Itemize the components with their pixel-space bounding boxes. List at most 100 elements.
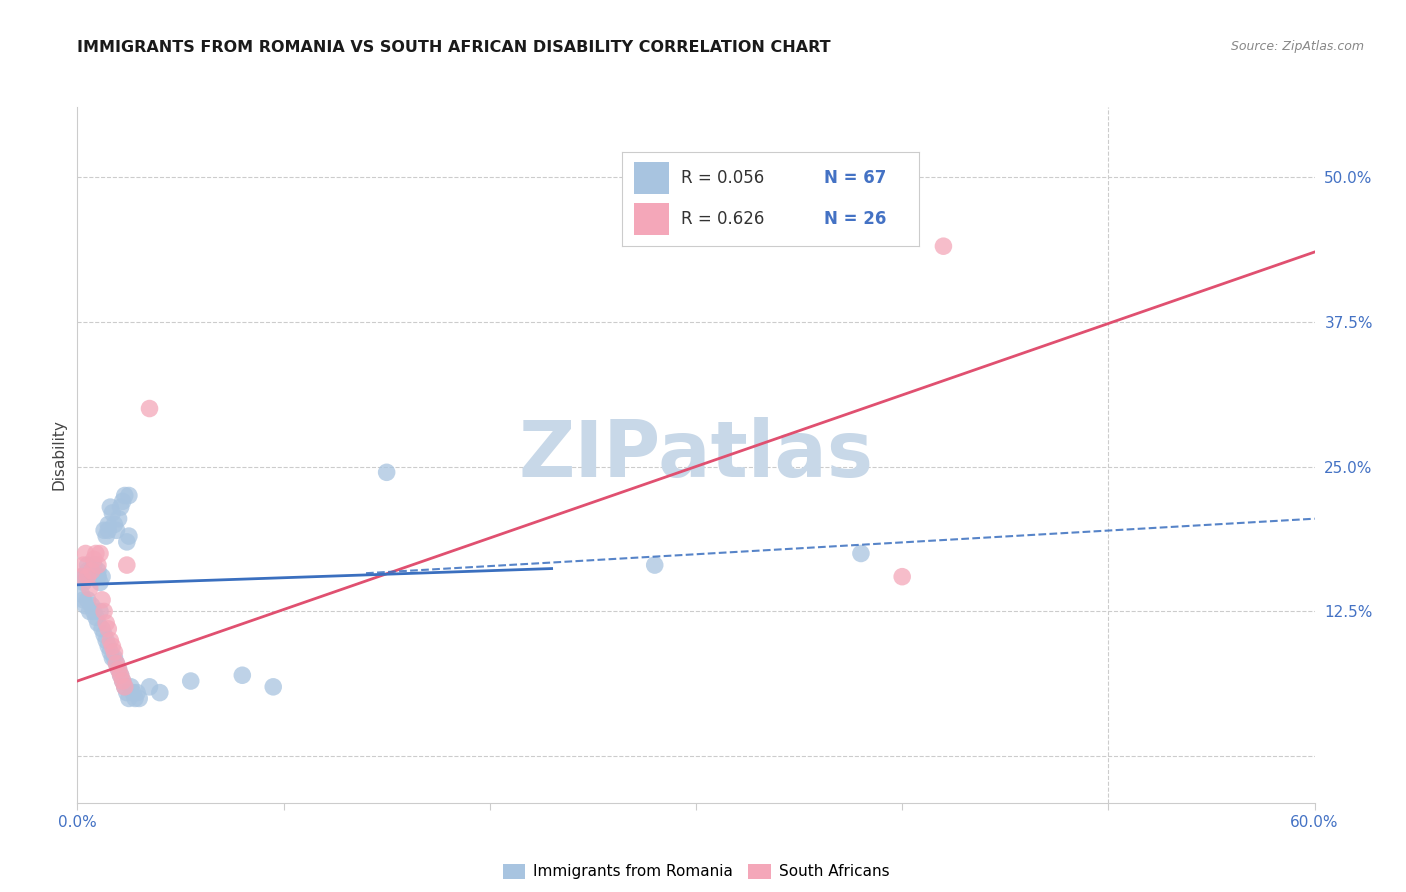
- Point: [70, 570, 93, 584]
- Point: [849, 546, 872, 561]
- Point: [115, 534, 138, 549]
- Point: [115, 685, 138, 699]
- Point: [84, 610, 107, 624]
- Point: [107, 662, 129, 677]
- Point: [891, 570, 914, 584]
- Point: [84, 546, 107, 561]
- Point: [101, 651, 124, 665]
- Point: [80, 599, 103, 613]
- Point: [110, 668, 132, 682]
- FancyBboxPatch shape: [634, 203, 669, 235]
- Point: [105, 523, 128, 537]
- Point: [83, 570, 105, 584]
- Point: [87, 570, 110, 584]
- Point: [107, 512, 129, 526]
- Point: [79, 582, 101, 596]
- Point: [83, 605, 105, 619]
- Text: N = 26: N = 26: [824, 210, 886, 228]
- Point: [118, 489, 141, 503]
- Point: [98, 633, 121, 648]
- Point: [103, 517, 125, 532]
- Point: [149, 685, 172, 699]
- Point: [105, 657, 128, 671]
- Point: [98, 645, 121, 659]
- Y-axis label: Disability: Disability: [51, 419, 66, 491]
- Point: [114, 680, 136, 694]
- Point: [96, 615, 118, 630]
- Point: [79, 570, 101, 584]
- Point: [87, 558, 110, 573]
- Point: [128, 691, 150, 706]
- Point: [75, 599, 97, 613]
- Point: [91, 592, 114, 607]
- Legend: Immigrants from Romania, South Africans: Immigrants from Romania, South Africans: [496, 857, 896, 886]
- Point: [120, 680, 142, 694]
- Point: [91, 570, 114, 584]
- Point: [107, 662, 129, 677]
- Point: [118, 691, 141, 706]
- Point: [115, 558, 138, 573]
- Point: [80, 564, 103, 578]
- Point: [98, 500, 121, 514]
- Point: [124, 691, 146, 706]
- Point: [138, 680, 160, 694]
- Point: [91, 622, 114, 636]
- Point: [93, 605, 115, 619]
- Point: [89, 575, 111, 590]
- Point: [231, 668, 253, 682]
- Point: [97, 523, 120, 537]
- Point: [114, 680, 136, 694]
- Point: [79, 605, 101, 619]
- Point: [80, 564, 103, 578]
- Point: [103, 645, 125, 659]
- Point: [72, 575, 94, 590]
- Text: ZIPatlas: ZIPatlas: [519, 417, 873, 493]
- FancyBboxPatch shape: [634, 161, 669, 194]
- Point: [89, 605, 111, 619]
- Point: [101, 639, 124, 653]
- Point: [97, 622, 120, 636]
- Point: [118, 529, 141, 543]
- Text: R = 0.056: R = 0.056: [681, 169, 765, 186]
- Text: Source: ZipAtlas.com: Source: ZipAtlas.com: [1230, 40, 1364, 54]
- Point: [101, 506, 124, 520]
- Point: [103, 651, 125, 665]
- Text: R = 0.626: R = 0.626: [681, 210, 765, 228]
- Point: [87, 564, 110, 578]
- Point: [111, 674, 134, 689]
- Point: [89, 546, 111, 561]
- Point: [96, 633, 118, 648]
- Point: [84, 570, 107, 584]
- Point: [111, 674, 134, 689]
- Point: [138, 401, 160, 416]
- Text: IMMIGRANTS FROM ROMANIA VS SOUTH AFRICAN DISABILITY CORRELATION CHART: IMMIGRANTS FROM ROMANIA VS SOUTH AFRICAN…: [77, 40, 831, 55]
- Point: [262, 680, 284, 694]
- Point: [83, 552, 105, 566]
- Point: [83, 558, 105, 573]
- Point: [93, 628, 115, 642]
- Point: [76, 564, 98, 578]
- Point: [76, 570, 98, 584]
- Point: [122, 685, 145, 699]
- Point: [114, 489, 136, 503]
- Point: [97, 517, 120, 532]
- Point: [644, 558, 666, 573]
- Point: [110, 668, 132, 682]
- Point: [127, 685, 149, 699]
- Point: [76, 592, 98, 607]
- Point: [87, 615, 110, 630]
- Point: [97, 639, 120, 653]
- Point: [96, 529, 118, 543]
- Point: [105, 657, 128, 671]
- Point: [111, 494, 134, 508]
- Point: [932, 239, 955, 253]
- Point: [375, 466, 398, 480]
- Point: [93, 523, 115, 537]
- Point: [180, 674, 202, 689]
- Point: [87, 570, 110, 584]
- Point: [72, 558, 94, 573]
- Point: [72, 592, 94, 607]
- Point: [75, 546, 97, 561]
- Point: [70, 587, 93, 601]
- Point: [75, 570, 97, 584]
